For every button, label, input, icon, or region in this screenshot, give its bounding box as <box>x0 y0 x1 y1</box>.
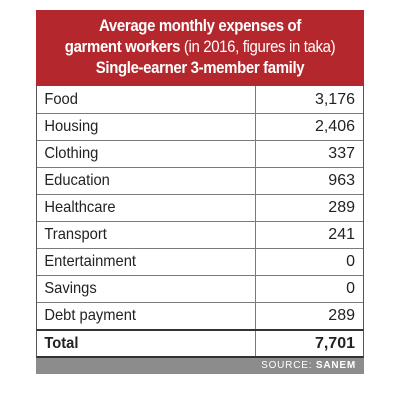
row-label: Housing <box>44 118 99 135</box>
row-label: Entertainment <box>44 253 137 270</box>
table-row: Debt payment 289 <box>37 302 363 329</box>
row-value: 337 <box>255 141 363 167</box>
title-line-2: garment workers (in 2016, figures in tak… <box>59 36 341 57</box>
source-prefix: SOURCE: <box>261 360 313 371</box>
source-credit: SOURCE: SANEM <box>36 358 364 374</box>
row-value: 289 <box>255 303 363 329</box>
expense-table: Food 3,176 Housing 2,406 Clothing 337 Educatio… <box>36 86 364 329</box>
title-line-1: Average monthly expenses of <box>99 16 301 35</box>
row-value: 289 <box>255 195 363 221</box>
row-label: Transport <box>44 226 107 243</box>
row-label: Savings <box>44 280 97 297</box>
table-row: Healthcare 289 <box>37 194 363 221</box>
chart-title: Average monthly expenses of garment work… <box>36 10 364 86</box>
row-label: Debt payment <box>44 307 137 324</box>
row-label: Education <box>44 172 110 189</box>
row-label: Clothing <box>44 145 99 162</box>
title-line-2-bold: garment workers <box>64 37 181 56</box>
table-row: Transport 241 <box>37 221 363 248</box>
table-row: Clothing 337 <box>37 140 363 167</box>
row-label: Healthcare <box>44 199 116 216</box>
row-value: 241 <box>255 222 363 248</box>
row-value: 0 <box>255 276 363 302</box>
row-value: 0 <box>255 249 363 275</box>
table-row: Entertainment 0 <box>37 248 363 275</box>
expenses-infographic: Average monthly expenses of garment work… <box>36 10 364 374</box>
row-value: 3,176 <box>255 86 363 113</box>
title-line-2-light: (in 2016, figures in taka) <box>183 37 336 56</box>
table-row: Savings 0 <box>37 275 363 302</box>
table-row: Education 963 <box>37 167 363 194</box>
row-label: Food <box>44 90 78 108</box>
source-name: SANEM <box>315 360 356 371</box>
table-row: Food 3,176 <box>37 86 363 113</box>
total-value: 7,701 <box>255 331 363 356</box>
total-row: Total 7,701 <box>36 329 364 358</box>
row-value: 963 <box>255 168 363 194</box>
table-row: Housing 2,406 <box>37 113 363 140</box>
row-value: 2,406 <box>255 114 363 140</box>
total-label: Total <box>44 334 79 352</box>
title-line-3: Single-earner 3-member family <box>95 58 305 77</box>
